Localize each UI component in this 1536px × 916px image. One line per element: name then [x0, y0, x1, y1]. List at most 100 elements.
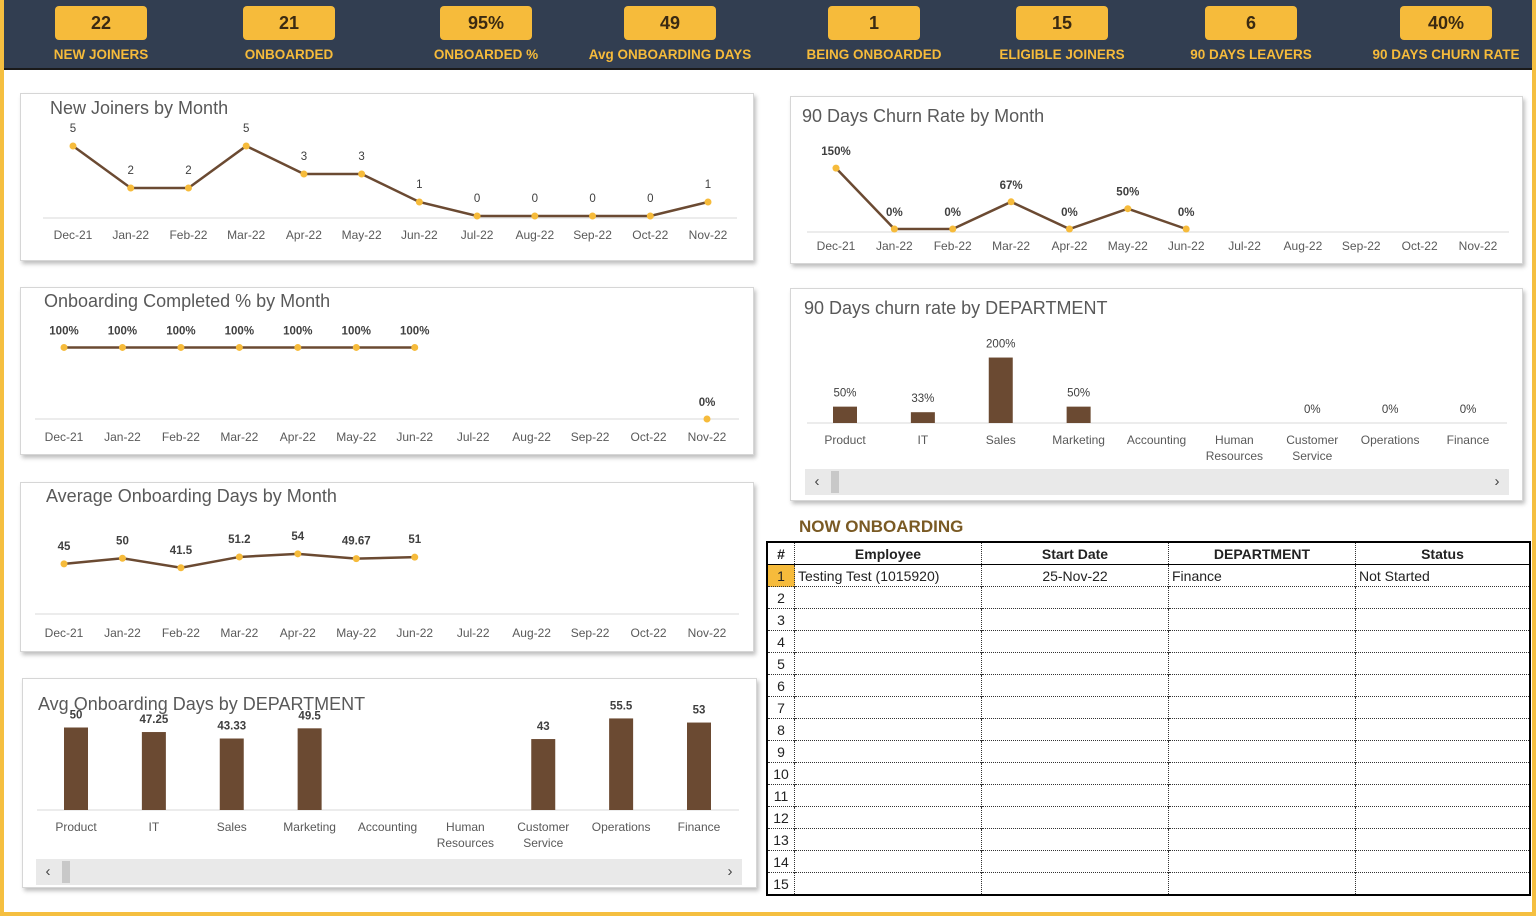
table-row[interactable]: 15 [767, 872, 1530, 895]
col-header-department: DEPARTMENT [1168, 542, 1356, 565]
status-cell[interactable]: Not Started [1355, 564, 1530, 587]
employee-cell[interactable] [794, 652, 982, 675]
start-date-cell[interactable] [981, 586, 1169, 609]
table-row[interactable]: 12 [767, 806, 1530, 829]
employee-cell[interactable]: Testing Test (1015920) [794, 564, 982, 587]
table-row[interactable]: 1 Testing Test (1015920) 25-Nov-22 Finance N… [767, 564, 1530, 587]
new-joiners-chart-card[interactable]: New Joiners by Month Dec-21 Jan-22 Feb-22 M… [20, 93, 754, 261]
start-date-cell[interactable] [981, 696, 1169, 719]
table-row[interactable]: 7 [767, 696, 1530, 719]
department-cell[interactable] [1168, 762, 1356, 785]
table-row[interactable]: 6 [767, 674, 1530, 697]
status-cell[interactable] [1355, 718, 1530, 741]
data-point [294, 343, 302, 351]
employee-cell[interactable] [794, 784, 982, 807]
start-date-cell[interactable] [981, 806, 1169, 829]
status-cell[interactable] [1355, 784, 1530, 807]
row-index: 1 [767, 564, 795, 587]
department-cell[interactable] [1168, 586, 1356, 609]
start-date-cell[interactable] [981, 762, 1169, 785]
department-cell[interactable] [1168, 740, 1356, 763]
start-date-cell[interactable] [981, 652, 1169, 675]
status-cell[interactable] [1355, 762, 1530, 785]
status-cell[interactable] [1355, 696, 1530, 719]
employee-cell[interactable] [794, 696, 982, 719]
avg-onboarding-days-dept-chart-card[interactable]: Avg Onboarding Days by DEPARTMENT Produc… [22, 678, 757, 888]
data-point [589, 212, 597, 220]
status-cell[interactable] [1355, 872, 1530, 895]
table-row[interactable]: 4 [767, 630, 1530, 653]
department-cell[interactable]: Finance [1168, 564, 1356, 587]
start-date-cell[interactable] [981, 872, 1169, 895]
employee-cell[interactable] [794, 806, 982, 829]
employee-cell[interactable] [794, 828, 982, 851]
x-tick-label: Oct-22 [632, 228, 668, 242]
table-row[interactable]: 5 [767, 652, 1530, 675]
status-cell[interactable] [1355, 586, 1530, 609]
x-tick-label: Product [824, 433, 866, 447]
scroll-thumb[interactable] [831, 471, 839, 493]
employee-cell[interactable] [794, 674, 982, 697]
avg-onboarding-days-month-chart-card[interactable]: Average Onboarding Days by Month Dec-21 J… [20, 482, 754, 652]
employee-cell[interactable] [794, 872, 982, 895]
churn-rate-month-chart-card[interactable]: 90 Days Churn Rate by Month Dec-21 Jan-22… [790, 96, 1523, 264]
employee-cell[interactable] [794, 850, 982, 873]
department-cell[interactable] [1168, 608, 1356, 631]
table-row[interactable]: 3 [767, 608, 1530, 631]
start-date-cell[interactable]: 25-Nov-22 [981, 564, 1169, 587]
start-date-cell[interactable] [981, 718, 1169, 741]
scroll-left-button[interactable]: ‹ [45, 863, 51, 880]
table-row[interactable]: 10 [767, 762, 1530, 785]
employee-cell[interactable] [794, 586, 982, 609]
department-cell[interactable] [1168, 784, 1356, 807]
churn-rate-dept-chart-card[interactable]: 90 Days churn rate by DEPARTMENT Product… [790, 288, 1523, 501]
x-tick-label: Accounting [1127, 433, 1186, 447]
horizontal-scrollbar[interactable]: ‹ › [805, 469, 1509, 495]
scroll-thumb[interactable] [62, 861, 70, 883]
start-date-cell[interactable] [981, 608, 1169, 631]
employee-cell[interactable] [794, 740, 982, 763]
employee-cell[interactable] [794, 718, 982, 741]
scroll-right-button[interactable]: › [1494, 473, 1500, 490]
status-cell[interactable] [1355, 740, 1530, 763]
employee-cell[interactable] [794, 630, 982, 653]
status-cell[interactable] [1355, 674, 1530, 697]
start-date-cell[interactable] [981, 850, 1169, 873]
start-date-cell[interactable] [981, 828, 1169, 851]
department-cell[interactable] [1168, 630, 1356, 653]
horizontal-scrollbar[interactable]: ‹ › [36, 859, 742, 885]
department-cell[interactable] [1168, 652, 1356, 675]
data-label: 200% [986, 339, 1015, 351]
table-row[interactable]: 13 [767, 828, 1530, 851]
start-date-cell[interactable] [981, 674, 1169, 697]
employee-cell[interactable] [794, 762, 982, 785]
department-cell[interactable] [1168, 718, 1356, 741]
status-cell[interactable] [1355, 608, 1530, 631]
table-row[interactable]: 8 [767, 718, 1530, 741]
table-row[interactable]: 9 [767, 740, 1530, 763]
data-label: 49.67 [342, 536, 371, 548]
table-row[interactable]: 2 [767, 586, 1530, 609]
status-cell[interactable] [1355, 828, 1530, 851]
department-cell[interactable] [1168, 872, 1356, 895]
data-point [890, 225, 898, 233]
start-date-cell[interactable] [981, 784, 1169, 807]
onboarding-completed-chart-card[interactable]: Onboarding Completed % by Month Dec-21 Ja… [20, 287, 754, 455]
status-cell[interactable] [1355, 630, 1530, 653]
department-cell[interactable] [1168, 850, 1356, 873]
status-cell[interactable] [1355, 806, 1530, 829]
table-row[interactable]: 11 [767, 784, 1530, 807]
department-cell[interactable] [1168, 696, 1356, 719]
department-cell[interactable] [1168, 806, 1356, 829]
scroll-left-button[interactable]: ‹ [814, 473, 820, 490]
data-label: 67% [1000, 180, 1023, 192]
status-cell[interactable] [1355, 850, 1530, 873]
employee-cell[interactable] [794, 608, 982, 631]
status-cell[interactable] [1355, 652, 1530, 675]
start-date-cell[interactable] [981, 630, 1169, 653]
start-date-cell[interactable] [981, 740, 1169, 763]
department-cell[interactable] [1168, 828, 1356, 851]
department-cell[interactable] [1168, 674, 1356, 697]
table-row[interactable]: 14 [767, 850, 1530, 873]
scroll-right-button[interactable]: › [727, 863, 733, 880]
